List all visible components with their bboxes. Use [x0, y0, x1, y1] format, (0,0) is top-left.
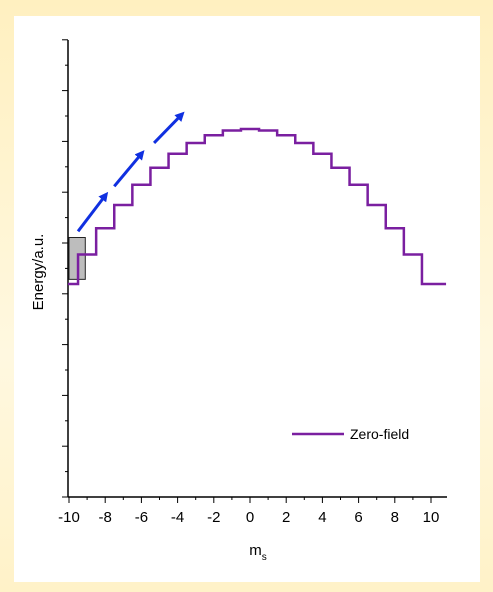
transition-arrow: [76, 191, 109, 233]
y-axis-title: Energy/a.u.: [30, 234, 47, 311]
x-tick-label: 8: [391, 509, 399, 526]
x-tick-label: 4: [318, 509, 326, 526]
x-tick-label: 10: [423, 509, 440, 526]
x-tick-label: -10: [58, 509, 80, 526]
x-tick-label: -8: [99, 509, 112, 526]
x-tick-label: -6: [135, 509, 148, 526]
x-axis-title: ms: [249, 542, 267, 563]
series-layer: [67, 127, 447, 286]
x-tick-label: -4: [171, 509, 184, 526]
figure-card: [14, 16, 480, 582]
series-line-zero-field: [67, 127, 447, 286]
transition-arrow: [152, 111, 185, 144]
axes: -10 -8 -6 -4 -2 0 2 4 6 8 10: [58, 39, 447, 526]
x-tick-label: 0: [246, 509, 254, 526]
x-tick-label: 2: [282, 509, 290, 526]
x-axis-title-main: m: [249, 542, 262, 559]
legend-label: Zero-field: [350, 426, 409, 442]
x-axis-title-subscript: s: [262, 552, 267, 563]
x-tick-label: 6: [354, 509, 362, 526]
transition-arrow: [113, 150, 145, 188]
x-tick-label: -2: [207, 509, 220, 526]
legend: Zero-field: [292, 426, 409, 442]
